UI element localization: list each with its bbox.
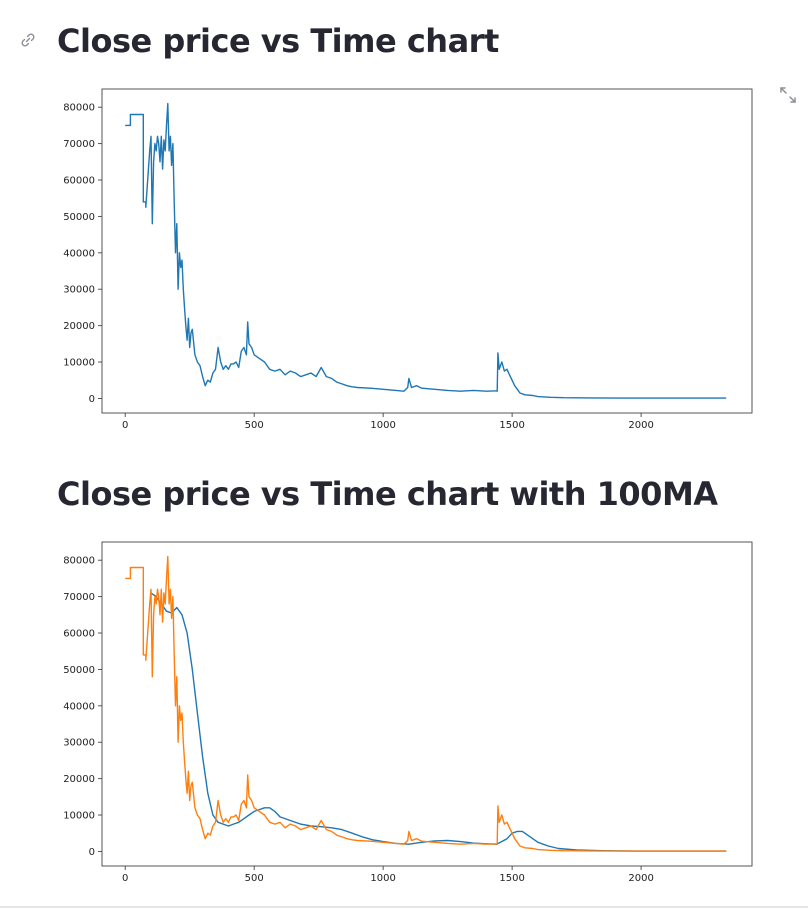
x-tick-label: 0: [122, 873, 128, 884]
chart-1-heading: Close price vs Time chart: [57, 22, 499, 60]
expand-icon[interactable]: [779, 86, 797, 104]
series-line-1: [150, 592, 727, 852]
y-tick-label: 20000: [63, 774, 95, 785]
link-icon[interactable]: [18, 30, 38, 50]
x-tick-label: 1500: [499, 420, 524, 431]
x-tick-label: 1500: [499, 873, 524, 884]
x-tick-label: 1000: [370, 420, 395, 431]
y-tick-label: 0: [89, 847, 95, 858]
y-tick-label: 70000: [63, 139, 95, 150]
y-tick-label: 50000: [63, 665, 95, 676]
y-tick-label: 0: [89, 394, 95, 405]
y-tick-label: 30000: [63, 738, 95, 749]
y-tick-label: 10000: [63, 358, 95, 369]
plot-frame: [101, 541, 753, 867]
y-tick-label: 50000: [63, 212, 95, 223]
y-tick-label: 20000: [63, 321, 95, 332]
y-tick-label: 60000: [63, 176, 95, 187]
y-tick-label: 30000: [63, 285, 95, 296]
series-line-1: [125, 102, 727, 399]
x-tick-label: 2000: [628, 873, 653, 884]
y-tick-label: 60000: [63, 629, 95, 640]
chart-2-heading: Close price vs Time chart with 100MA: [57, 475, 718, 513]
x-tick-label: 1000: [370, 873, 395, 884]
x-tick-label: 500: [245, 420, 264, 431]
x-tick-label: 500: [245, 873, 264, 884]
plot-frame: [101, 88, 753, 414]
x-tick-label: 2000: [628, 420, 653, 431]
y-tick-label: 80000: [63, 556, 95, 567]
y-tick-label: 80000: [63, 103, 95, 114]
close-price-ma-chart: 0 500 1000 1500 2000010000200003000040000500…: [63, 541, 753, 884]
y-tick-label: 40000: [63, 248, 95, 259]
y-tick-label: 40000: [63, 701, 95, 712]
bottom-divider: [0, 906, 808, 908]
x-tick-label: 0: [122, 420, 128, 431]
y-tick-label: 10000: [63, 811, 95, 822]
close-price-chart: 0 500 1000 1500 2000010000200003000040000500…: [63, 88, 753, 431]
y-tick-label: 70000: [63, 592, 95, 603]
series-line-2: [125, 555, 727, 852]
